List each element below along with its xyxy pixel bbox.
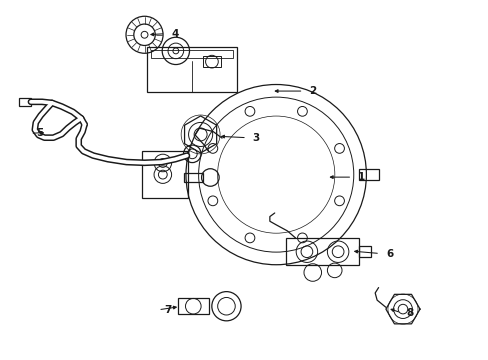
Bar [358, 246, 370, 257]
Bar [147, 47, 237, 92]
Text: 2: 2 [309, 86, 316, 96]
Bar [203, 56, 220, 67]
Bar [183, 173, 203, 182]
Text: 5: 5 [36, 129, 43, 138]
Bar [358, 169, 378, 180]
Bar [285, 238, 358, 265]
Text: 8: 8 [406, 308, 413, 318]
Bar [177, 298, 208, 314]
Text: 6: 6 [385, 248, 392, 258]
Bar [142, 151, 188, 198]
Text: 7: 7 [163, 305, 171, 315]
Text: 4: 4 [171, 29, 179, 39]
Bar [19, 98, 31, 106]
Text: 1: 1 [357, 172, 365, 182]
Bar [151, 50, 233, 58]
Text: 3: 3 [252, 133, 260, 143]
